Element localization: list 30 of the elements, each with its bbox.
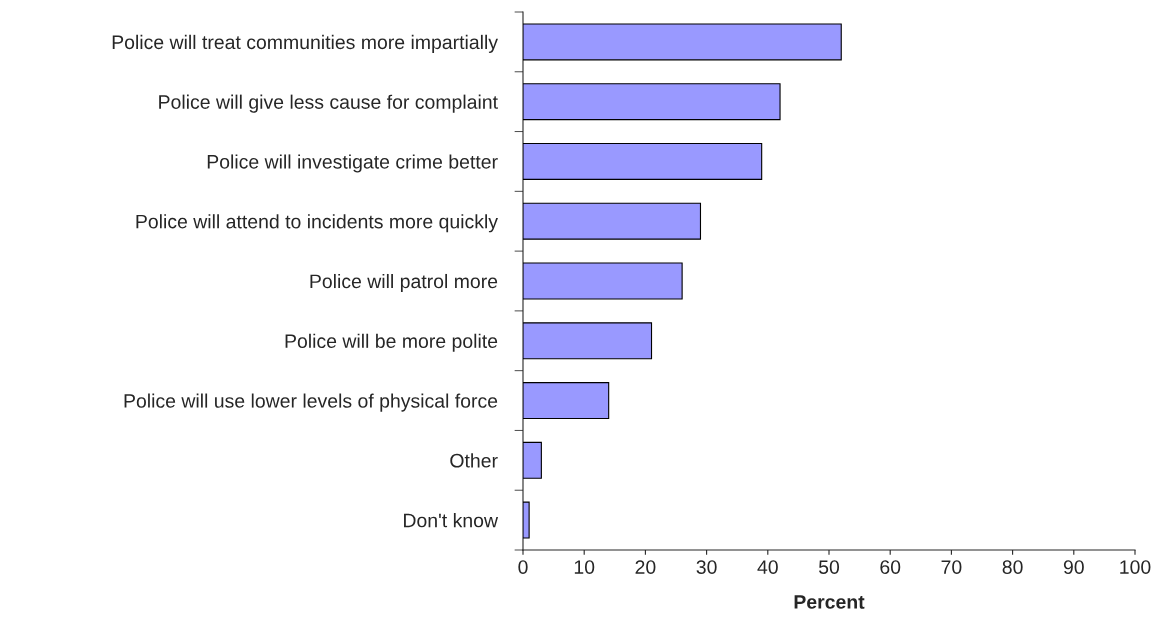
bar [523, 262, 683, 300]
y-tick-label: Other [450, 453, 498, 468]
x-tick-label: 50 [818, 560, 840, 574]
x-tick-label: 90 [1063, 560, 1084, 574]
bar [523, 382, 610, 420]
x-tick-label: 30 [696, 560, 717, 574]
bar [523, 142, 763, 180]
bar [523, 202, 702, 240]
y-tick-label: Police will be more polite [285, 333, 498, 352]
bar [523, 23, 842, 61]
x-tick-label: 70 [941, 560, 962, 574]
x-tick-label: 100 [1120, 560, 1151, 574]
bar [523, 83, 781, 121]
x-tick-label: 20 [635, 560, 656, 574]
x-tick-label: 60 [880, 560, 901, 574]
y-tick-label: Police will patrol more [310, 273, 498, 293]
x-tick-label: 40 [757, 560, 778, 574]
y-tick-label: Police will give less cause for complaint [159, 94, 498, 113]
x-axis-title: Percent [794, 595, 865, 609]
y-tick-label: Police will investigate crime better [207, 154, 498, 173]
y-tick-label: Don't know [404, 513, 499, 528]
y-tick-label: Police will use lower levels of physical force [124, 393, 498, 412]
bar [523, 441, 542, 479]
x-tick-label: 80 [1002, 560, 1023, 574]
x-tick-label: 10 [574, 560, 595, 574]
y-tick-label: Police will attend to incidents more quickly [136, 214, 498, 233]
x-tick-label: 0 [518, 560, 528, 574]
y-tick-label: Police will treat communities more impartially [112, 34, 498, 53]
bar [523, 501, 530, 539]
bar [523, 322, 653, 360]
